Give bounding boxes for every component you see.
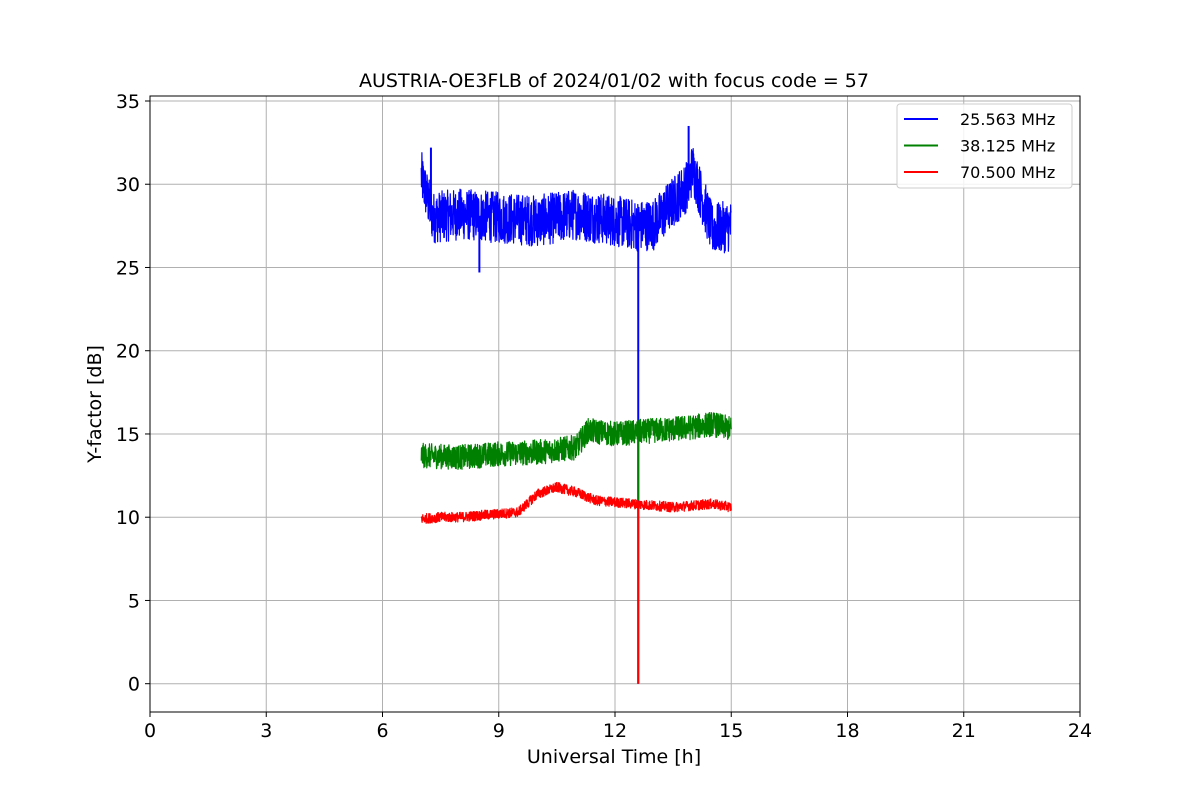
legend-box bbox=[896, 103, 1073, 189]
axes-ticks: 0 3 6 9 12 15 18 21 24 0 5 10 15 20 25 30 35 bbox=[116, 91, 1092, 742]
x-tick-label: 18 bbox=[835, 720, 859, 742]
series-line-3 bbox=[420, 481, 732, 524]
x-tick-label: 6 bbox=[376, 720, 388, 742]
legend-label: 38.125 MHz bbox=[960, 137, 1055, 156]
y-tick-label: 5 bbox=[128, 590, 140, 612]
x-tick-label: 9 bbox=[493, 720, 505, 742]
y-tick-label: 20 bbox=[116, 341, 140, 363]
plot-area bbox=[420, 125, 732, 684]
y-tick-label: 30 bbox=[116, 174, 140, 196]
y-tick-label: 0 bbox=[128, 674, 140, 696]
series-line-2 bbox=[420, 412, 732, 470]
legend-label: 25.563 MHz bbox=[960, 110, 1055, 129]
x-tick-label: 0 bbox=[144, 720, 156, 742]
y-tick-label: 35 bbox=[116, 91, 140, 113]
series-line-1 bbox=[420, 148, 732, 254]
x-tick-label: 3 bbox=[260, 720, 272, 742]
y-tick-label: 10 bbox=[116, 507, 140, 529]
x-axis-label: Universal Time [h] bbox=[527, 746, 701, 768]
x-tick-label: 24 bbox=[1068, 720, 1092, 742]
x-tick-label: 12 bbox=[603, 720, 627, 742]
y-tick-label: 15 bbox=[116, 424, 140, 446]
y-tick-label: 25 bbox=[116, 257, 140, 279]
x-tick-label: 21 bbox=[952, 720, 976, 742]
x-tick-label: 15 bbox=[719, 720, 743, 742]
chart-title: AUSTRIA-OE3FLB of 2024/01/02 with focus … bbox=[359, 70, 869, 92]
legend-label: 70.500 MHz bbox=[960, 163, 1055, 182]
legend: 25.563 MHz 38.125 MHz 70.500 MHz bbox=[896, 103, 1073, 189]
y-axis-label: Y-factor [dB] bbox=[84, 345, 106, 464]
